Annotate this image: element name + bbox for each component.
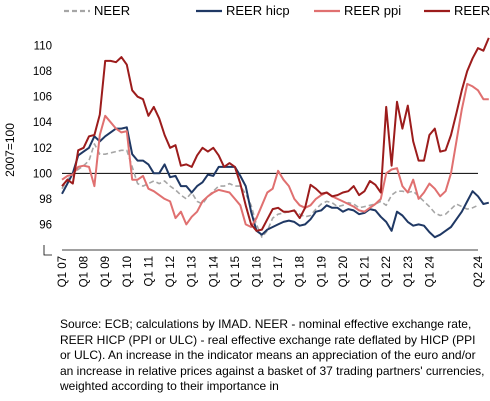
x-tick-label: Q1 10 <box>122 256 134 287</box>
x-tick-label: Q1 20 <box>338 256 350 287</box>
x-tick-label: Q1 09 <box>100 256 112 287</box>
x-tick-label: Q1 17 <box>273 256 285 287</box>
source-note: Source: ECB; calculations by IMAD. NEER … <box>60 317 485 394</box>
x-tick-label: Q1 18 <box>295 256 307 287</box>
x-tick-label: Q1 22 <box>381 256 393 287</box>
legend: NEER REER hicp REER ppi REER ulc <box>64 3 490 18</box>
x-tick-label: Q1 21 <box>360 256 372 287</box>
y-axis: 96 98 100 102 104 106 108 110 <box>33 41 478 256</box>
chart: NEER REER hicp REER ppi REER ulc 2007=100 9… <box>3 3 490 287</box>
x-tick-label: Q1 08 <box>79 256 91 287</box>
x-tick-label: Q1 14 <box>208 255 220 287</box>
x-tick-label: Q1 24 <box>424 255 436 287</box>
x-tick-label: Q1 11 <box>143 256 155 286</box>
legend-label: REER hicp <box>226 3 290 18</box>
x-tick-label: Q1 13 <box>187 256 199 287</box>
legend-label: NEER <box>94 3 130 18</box>
x-tick-label: Q2 24 <box>473 255 485 287</box>
y-tick-label: 106 <box>33 92 52 104</box>
y-axis-label: 2007=100 <box>3 123 17 177</box>
y-tick-label: 100 <box>33 168 52 180</box>
y-tick-label: 110 <box>34 41 52 53</box>
y-tick-label: 96 <box>39 219 52 231</box>
series-line-reer-ulc <box>61 37 490 232</box>
series-line-reer-ppi <box>61 82 489 228</box>
x-tick-label: Q1 15 <box>230 256 242 287</box>
y-tick-label: 102 <box>33 143 52 155</box>
series-lines <box>61 37 490 239</box>
y-tick-label: 108 <box>33 66 52 78</box>
x-tick-label: Q1 16 <box>251 256 263 287</box>
axis-break-mark <box>43 245 52 256</box>
x-tick-label: Q1 07 <box>57 256 69 287</box>
x-tick-label: Q1 23 <box>403 256 415 287</box>
x-tick-label: Q1 12 <box>165 256 177 287</box>
legend-label: REER ppi <box>344 3 401 18</box>
legend-label: REER ulc <box>454 3 490 18</box>
y-tick-label: 104 <box>33 117 53 129</box>
x-tick-label: Q1 19 <box>316 256 328 287</box>
series-line-reer-hicp <box>61 126 490 239</box>
y-tick-label: 98 <box>39 194 52 206</box>
x-axis: Q1 07 Q1 08 Q1 09 Q1 10 Q1 11 Q1 12 Q1 13 Q1 14… <box>57 249 485 287</box>
